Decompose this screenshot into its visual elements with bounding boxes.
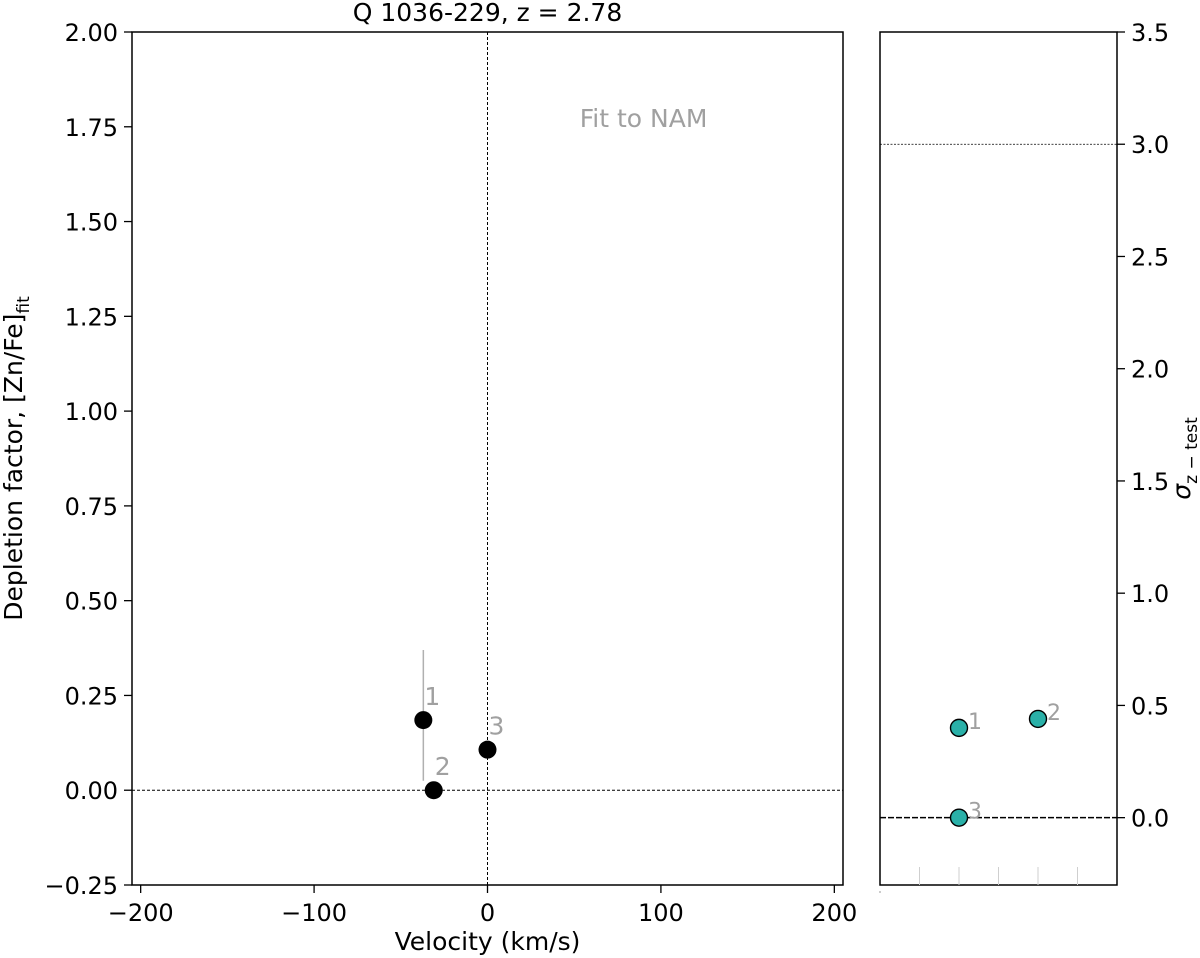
point-label: 2 — [435, 752, 451, 781]
y-tick-label: 0.25 — [65, 682, 118, 710]
side-y-tick-label: 0.5 — [1131, 692, 1169, 720]
x-axis-ticks: −200 −100 0 100 200 — [108, 885, 857, 927]
side-y-axis-label-main: σ — [1167, 483, 1196, 500]
side-data-point — [949, 718, 969, 738]
y-axis-label-subscript: fit — [14, 296, 34, 314]
side-y-tick-label: 0.0 — [1131, 805, 1169, 833]
point-label: 1 — [424, 682, 440, 711]
side-data-point — [1028, 709, 1048, 729]
point-labels: 1 2 3 — [424, 682, 504, 781]
side-plot-frame — [879, 31, 1118, 886]
side-y-tick-label: 1.5 — [1131, 468, 1169, 496]
y-tick-label: 1.00 — [65, 398, 118, 426]
data-point — [414, 711, 433, 730]
side-y-tick-label: 3.5 — [1131, 19, 1169, 47]
y-tick-label: 1.75 — [65, 114, 118, 142]
point-label: 3 — [489, 712, 505, 741]
x-tick-label: −100 — [281, 899, 347, 927]
side-y-axis-ticks: 0.0 0.5 1.0 1.5 2.0 2.5 3.0 3.5 — [1117, 19, 1169, 833]
side-x-ticks — [879, 867, 1078, 893]
side-y-tick-label: 2.5 — [1131, 243, 1169, 271]
main-panel: Q 1036-229, z = 2.78 1 2 3 −200 −100 0 100 200… — [0, 0, 857, 956]
chart-title: Q 1036-229, z = 2.78 — [353, 0, 623, 27]
y-tick-label: −0.25 — [44, 872, 118, 900]
data-points — [414, 711, 497, 800]
x-tick-label: −200 — [108, 899, 174, 927]
y-tick-label: 1.25 — [65, 303, 118, 331]
side-y-axis-label-subscript: z − test — [1182, 417, 1200, 484]
side-y-tick-label: 1.0 — [1131, 580, 1169, 608]
y-axis-label-main: Depletion factor, [Zn/Fe] — [0, 314, 28, 621]
y-tick-label: 2.00 — [65, 19, 118, 47]
side-point-labels: 1 2 3 — [968, 701, 1061, 825]
side-point-label: 2 — [1047, 701, 1061, 726]
data-point — [424, 781, 443, 800]
x-tick-label: 0 — [480, 899, 495, 927]
y-tick-label: 0.50 — [65, 588, 118, 616]
data-point — [478, 740, 497, 759]
x-tick-label: 200 — [811, 899, 857, 927]
y-tick-label: 0.00 — [65, 777, 118, 805]
side-y-axis-label: σz − test — [1167, 417, 1200, 500]
x-tick-label: 100 — [638, 899, 684, 927]
side-data-point — [949, 808, 969, 827]
fit-annotation: Fit to NAM — [580, 104, 708, 133]
side-y-tick-label: 2.0 — [1131, 356, 1169, 384]
y-tick-label: 0.75 — [65, 493, 118, 521]
y-axis-ticks: −0.25 0.00 0.25 0.50 0.75 1.00 1.25 1.50 1.75 2.0… — [44, 19, 132, 900]
side-point-label: 1 — [968, 710, 982, 735]
side-reference-lines — [880, 143, 1117, 819]
y-axis-label: Depletion factor, [Zn/Fe]fit — [0, 296, 34, 621]
side-panel: 1 2 3 0.0 0.5 1.0 1.5 2.0 2.5 3.0 3.5 σz − test — [879, 19, 1200, 893]
x-axis-label: Velocity (km/s) — [395, 927, 581, 956]
y-tick-label: 1.50 — [65, 209, 118, 237]
side-y-tick-label: 3.0 — [1131, 131, 1169, 159]
side-data-points — [949, 709, 1048, 827]
side-point-label: 3 — [968, 800, 982, 825]
